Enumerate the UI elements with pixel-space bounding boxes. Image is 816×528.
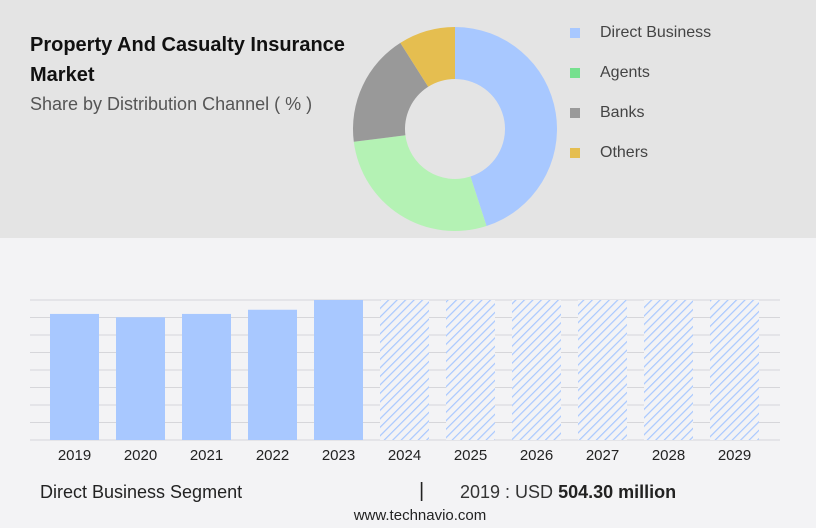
x-tick-label: 2029 — [718, 447, 751, 464]
donut-slice-agents — [353, 135, 487, 232]
donut-chart — [353, 27, 557, 232]
footer-separator: | — [419, 480, 425, 502]
legend-label: Direct Business — [600, 24, 712, 41]
bar-2021 — [182, 313, 231, 440]
x-tick-label: 2028 — [652, 447, 685, 464]
source-link[interactable]: www.technavio.com — [353, 507, 487, 524]
segment-label: Direct Business Segment — [40, 482, 243, 502]
legend-item-agents: Agents — [570, 53, 711, 93]
segment-year-label: 2019 : USD — [460, 482, 554, 502]
x-axis-labels: 2019 2020 2021 2022 2023 2024 2025 2026 2027 2028… — [58, 447, 751, 464]
legend-item-others: Others — [570, 133, 711, 173]
forecast-bar-2029 — [710, 300, 759, 440]
legend-swatch — [570, 148, 580, 158]
x-tick-label: 2025 — [454, 447, 487, 464]
legend-label: Banks — [600, 104, 645, 121]
donut-slice-banks — [353, 42, 429, 142]
segment-value: 2019 : USD 504.30 million — [460, 482, 676, 503]
chart-title: Property And Casualty Insurance Market — [30, 34, 345, 86]
bar-marks — [50, 300, 759, 440]
x-tick-label: 2024 — [388, 447, 421, 464]
x-tick-label: 2019 — [58, 447, 91, 464]
x-tick-label: 2020 — [124, 447, 157, 464]
bar-2019 — [50, 313, 99, 440]
forecast-bar-2024 — [380, 300, 429, 440]
forecast-bar-2026 — [512, 300, 561, 440]
donut-slice-others — [400, 27, 455, 87]
bar-chart: 2019 2020 2021 2022 2023 2024 2025 2026 2027 2028… — [30, 299, 780, 464]
legend-item-banks: Banks — [570, 93, 711, 133]
forecast-bar-2027 — [578, 300, 627, 440]
bar-2022 — [248, 309, 297, 440]
forecast-bar-2025 — [446, 300, 495, 440]
legend-swatch — [570, 28, 580, 38]
segment-value-amount: 504.30 million — [558, 482, 677, 502]
x-tick-label: 2026 — [520, 447, 553, 464]
x-tick-label: 2023 — [322, 447, 355, 464]
x-tick-label: 2021 — [190, 447, 223, 464]
legend: Direct Business Agents Banks Others — [570, 13, 711, 173]
chart-subtitle: Share by Distribution Channel ( % ) — [30, 94, 313, 114]
x-tick-label: 2027 — [586, 447, 619, 464]
legend-swatch — [570, 68, 580, 78]
legend-label: Agents — [600, 64, 650, 81]
legend-swatch — [570, 108, 580, 118]
x-tick-label: 2022 — [256, 447, 289, 464]
legend-label: Others — [600, 144, 649, 161]
legend-item-direct-business: Direct Business — [570, 13, 711, 53]
donut-slice-direct-business — [455, 27, 557, 227]
bar-2020 — [116, 317, 165, 440]
forecast-bar-2028 — [644, 300, 693, 440]
bar-2023 — [314, 300, 363, 440]
